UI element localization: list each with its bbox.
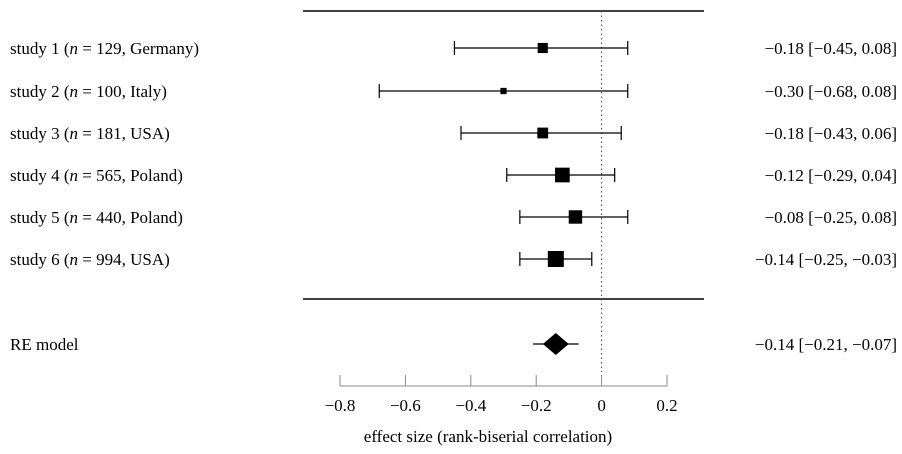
- x-axis-label: effect size (rank-biserial correlation): [364, 427, 612, 446]
- study-label: study 4 (n = 565, Poland): [10, 166, 183, 185]
- study-label: study 5 (n = 440, Poland): [10, 208, 183, 227]
- study-label-prefix: study 4 (: [10, 166, 70, 185]
- point-estimate-square: [537, 127, 549, 139]
- x-axis: −0.8 −0.6 −0.4 −0.2 0 0.2: [325, 375, 678, 415]
- point-estimate-square: [537, 42, 548, 54]
- study-label-n: n: [70, 250, 79, 269]
- study-label-prefix: study 1 (: [10, 39, 70, 58]
- summary-diamond: [542, 333, 569, 355]
- point-estimate-square: [568, 210, 583, 224]
- study-row: study 2 (n = 100, Italy) −0.30 [−0.68, 0.…: [10, 82, 897, 101]
- study-label-suffix: = 994, USA): [78, 250, 170, 269]
- study-ci-text: −0.14 [−0.25, −0.03]: [755, 250, 897, 269]
- study-label: study 1 (n = 129, Germany): [10, 39, 199, 58]
- study-label-n: n: [70, 208, 79, 227]
- x-tick-label: −0.2: [521, 396, 552, 415]
- study-ci-text: −0.18 [−0.43, 0.06]: [765, 124, 898, 143]
- plot-frame-lines: [303, 10, 704, 372]
- study-label: study 6 (n = 994, USA): [10, 250, 170, 269]
- study-ci-text: −0.18 [−0.45, 0.08]: [765, 39, 898, 58]
- study-label-prefix: study 5 (: [10, 208, 70, 227]
- study-label-suffix: = 565, Poland): [78, 166, 183, 185]
- study-row: study 5 (n = 440, Poland) −0.08 [−0.25, 0…: [10, 208, 897, 227]
- point-estimate-square: [547, 251, 564, 267]
- study-label-suffix: = 129, Germany): [78, 39, 199, 58]
- study-ci-text: −0.12 [−0.29, 0.04]: [765, 166, 898, 185]
- study-label-suffix: = 440, Poland): [78, 208, 183, 227]
- point-estimate-square: [500, 87, 507, 95]
- study-label: study 2 (n = 100, Italy): [10, 82, 167, 101]
- summary-ci-text: −0.14 [−0.21, −0.07]: [755, 335, 897, 354]
- study-label-prefix: study 2 (: [10, 82, 70, 101]
- study-label-n: n: [70, 39, 79, 58]
- point-estimate-square: [555, 167, 570, 183]
- study-label-suffix: = 100, Italy): [78, 82, 167, 101]
- study-row: study 4 (n = 565, Poland) −0.12 [−0.29, 0…: [10, 166, 897, 185]
- x-tick-label: −0.6: [390, 396, 421, 415]
- study-rows: study 1 (n = 129, Germany) −0.18 [−0.45, …: [10, 39, 897, 269]
- summary-row: RE model −0.14 [−0.21, −0.07]: [10, 333, 897, 355]
- study-label: study 3 (n = 181, USA): [10, 124, 170, 143]
- summary-label: RE model: [10, 335, 79, 354]
- study-ci-text: −0.08 [−0.25, 0.08]: [765, 208, 898, 227]
- x-tick-label: 0: [597, 396, 606, 415]
- x-tick-label: 0.2: [656, 396, 677, 415]
- study-label-suffix: = 181, USA): [78, 124, 170, 143]
- study-row: study 1 (n = 129, Germany) −0.18 [−0.45, …: [10, 39, 897, 58]
- study-label-prefix: study 3 (: [10, 124, 70, 143]
- x-tick-label: −0.8: [325, 396, 356, 415]
- study-ci-text: −0.30 [−0.68, 0.08]: [765, 82, 898, 101]
- study-label-n: n: [70, 166, 79, 185]
- study-row: study 3 (n = 181, USA) −0.18 [−0.43, 0.06…: [10, 124, 897, 143]
- study-label-prefix: study 6 (: [10, 250, 70, 269]
- x-tick-label: −0.4: [455, 396, 486, 415]
- study-row: study 6 (n = 994, USA) −0.14 [−0.25, −0.0…: [10, 250, 897, 269]
- study-label-n: n: [70, 82, 79, 101]
- study-label-n: n: [70, 124, 79, 143]
